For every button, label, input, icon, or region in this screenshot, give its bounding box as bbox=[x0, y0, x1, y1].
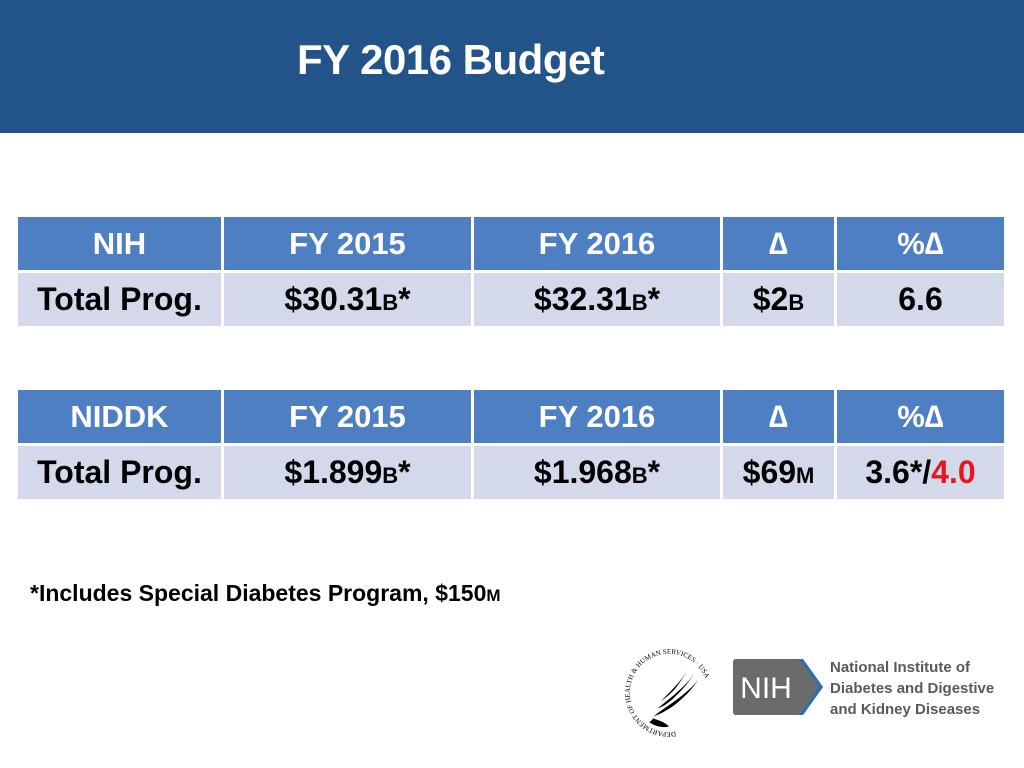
cell-fy2015-value: $1.899 bbox=[284, 454, 383, 490]
cell-fy2016-value: $1.968 bbox=[533, 454, 632, 490]
header-cell-pct-delta: %∆ bbox=[837, 390, 1004, 443]
row-label: Total Prog. bbox=[18, 446, 221, 499]
institute-name: National Institute of Diabetes and Diges… bbox=[830, 657, 994, 720]
row-label: Total Prog. bbox=[18, 273, 221, 326]
header-cell-org: NIDDK bbox=[18, 390, 221, 443]
cell-fy2015-suffix: * bbox=[398, 281, 411, 317]
cell-delta-value: $2 bbox=[752, 281, 789, 317]
nih-logo-text: NIH bbox=[740, 672, 792, 705]
cell-delta-unit: M bbox=[796, 463, 815, 488]
cell-fy2016-suffix: * bbox=[647, 454, 661, 490]
institute-name-line3: and Kidney Diseases bbox=[830, 701, 981, 718]
header-cell-fy2016: FY 2016 bbox=[474, 217, 720, 270]
cell-fy2015-suffix: * bbox=[398, 454, 411, 490]
nih-logo-icon: NIH bbox=[733, 659, 823, 715]
header-cell-pct-delta: %∆ bbox=[837, 217, 1004, 270]
cell-fy2015-value: $30.31 bbox=[284, 281, 383, 317]
cell-pct-delta-highlight: 4.0 bbox=[931, 454, 976, 490]
table-header-row: NIH FY 2015 FY 2016 ∆ %∆ bbox=[18, 217, 1004, 270]
table-row: Total Prog. $1.899B* $1.968B* $69M 3.6*/… bbox=[18, 446, 1004, 499]
cell-fy2016-suffix: * bbox=[647, 281, 661, 317]
niddk-budget-table: NIDDK FY 2015 FY 2016 ∆ %∆ Total Prog. $… bbox=[15, 387, 1007, 502]
cell-fy2015-unit: B bbox=[382, 463, 399, 488]
table-row: Total Prog. $30.31B* $32.31B* $2B 6.6 bbox=[18, 273, 1004, 326]
page-title: FY 2016 Budget bbox=[297, 36, 605, 83]
footnote-text: *Includes Special Diabetes Program, $150 bbox=[30, 580, 487, 606]
cell-pct-delta: 3.6*/4.0 bbox=[837, 446, 1004, 499]
cell-pct-delta-a: 3.6*/ bbox=[865, 454, 932, 490]
title-bar: FY 2016 Budget bbox=[0, 0, 1024, 133]
header-cell-delta: ∆ bbox=[723, 390, 834, 443]
cell-fy2016-unit: B bbox=[631, 290, 648, 315]
cell-delta: $2B bbox=[723, 273, 834, 326]
footnote: *Includes Special Diabetes Program, $150… bbox=[30, 580, 501, 607]
cell-delta-unit: B bbox=[788, 290, 805, 315]
cell-fy2015-unit: B bbox=[382, 290, 399, 315]
cell-pct-delta: 6.6 bbox=[837, 273, 1004, 326]
cell-fy2015: $1.899B* bbox=[224, 446, 471, 499]
cell-fy2016: $1.968B* bbox=[474, 446, 720, 499]
header-cell-fy2016: FY 2016 bbox=[474, 390, 720, 443]
header-cell-fy2015: FY 2015 bbox=[224, 217, 471, 270]
header-cell-org: NIH bbox=[18, 217, 221, 270]
cell-fy2015: $30.31B* bbox=[224, 273, 471, 326]
institute-name-line1: National Institute of bbox=[830, 659, 970, 676]
footnote-unit: M bbox=[486, 586, 501, 605]
cell-delta: $69M bbox=[723, 446, 834, 499]
header-cell-delta: ∆ bbox=[723, 217, 834, 270]
cell-delta-value: $69 bbox=[742, 454, 797, 490]
cell-fy2016: $32.31B* bbox=[474, 273, 720, 326]
cell-fy2016-unit: B bbox=[631, 463, 648, 488]
nih-budget-table: NIH FY 2015 FY 2016 ∆ %∆ Total Prog. $30… bbox=[15, 214, 1007, 329]
header-cell-fy2015: FY 2015 bbox=[224, 390, 471, 443]
cell-fy2016-value: $32.31 bbox=[533, 281, 632, 317]
institute-name-line2: Diabetes and Digestive bbox=[830, 680, 995, 697]
table-header-row: NIDDK FY 2015 FY 2016 ∆ %∆ bbox=[18, 390, 1004, 443]
hhs-seal-icon: DEPARTMENT OF HEALTH & HUMAN SERVICES · … bbox=[620, 644, 718, 742]
